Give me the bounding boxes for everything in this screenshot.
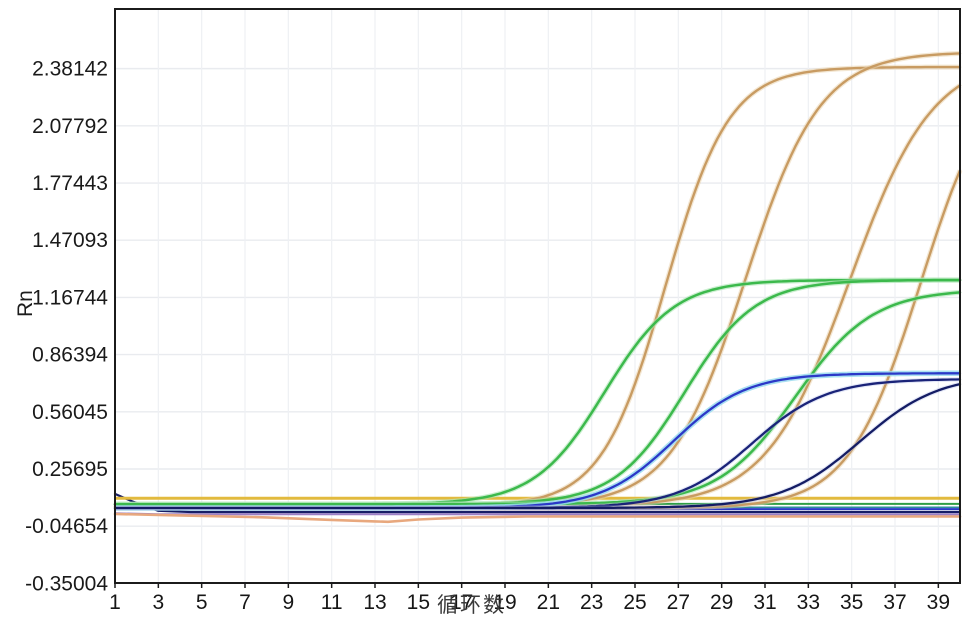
curve-T3 <box>113 84 962 508</box>
x-tick-label: 17 <box>450 591 473 614</box>
x-tick-label: 31 <box>753 591 776 614</box>
curves <box>113 50 963 524</box>
x-tick-label: 5 <box>196 591 208 614</box>
x-tick-label: 37 <box>883 591 906 614</box>
y-tick-label: 1.16744 <box>32 286 108 309</box>
x-tick-label: 39 <box>927 591 950 614</box>
y-axis-title: Rn <box>14 290 37 318</box>
y-tick-label: 2.07792 <box>32 115 108 138</box>
plot-border <box>114 8 961 584</box>
x-tick-label: 35 <box>840 591 863 614</box>
y-tick-label: -0.04654 <box>25 515 108 538</box>
curve-N3 <box>113 382 962 510</box>
y-tick-label: 0.86394 <box>32 344 108 367</box>
x-tick-label: 9 <box>282 591 294 614</box>
x-tick-label: 7 <box>239 591 251 614</box>
x-tick-label: 29 <box>710 591 733 614</box>
y-tick-label: 0.56045 <box>32 401 108 424</box>
curve-halo-T3 <box>115 83 962 509</box>
curve-flat-purple <box>114 512 961 516</box>
x-tick-label: 25 <box>623 591 646 614</box>
curve-halo-T1 <box>115 64 960 509</box>
y-tick-label: 1.47093 <box>32 229 108 252</box>
curve-N2 <box>113 378 962 510</box>
y-tick-label: 1.77443 <box>32 172 108 195</box>
y-tick-label: 2.38142 <box>32 58 108 81</box>
y-tick-label: -0.35004 <box>25 572 108 595</box>
x-tick-label: 33 <box>797 591 820 614</box>
x-axis-tick-labels: 1 3 5 7 9 11 13 15 17 19 21 23 25 27 29 31 33 35 37 39 <box>109 583 950 614</box>
curve-salmon-drift <box>113 512 962 524</box>
curve-halo-N3 <box>115 381 961 511</box>
x-tick-label: 3 <box>152 591 164 614</box>
curve-halo-T4 <box>115 169 963 511</box>
y-axis-tick-labels: 2.38142 2.07792 1.77443 1.47093 1.16744 0.863… <box>25 58 108 596</box>
x-tick-label: 19 <box>493 591 516 614</box>
y-tick-label: 0.25695 <box>32 458 108 481</box>
x-tick-label: 13 <box>363 591 386 614</box>
curve-halo-N2 <box>115 377 961 511</box>
x-tick-label: 23 <box>580 591 603 614</box>
x-tick-label: 11 <box>321 591 343 614</box>
x-tick-label: 27 <box>667 591 690 614</box>
x-axis-title: 循环数 <box>437 594 506 617</box>
x-tick-label: 15 <box>407 591 430 614</box>
curve-T1 <box>113 65 962 508</box>
x-tick-label: 1 <box>109 591 121 614</box>
x-tick-label: 21 <box>537 591 560 614</box>
curve-T4 <box>113 169 962 510</box>
